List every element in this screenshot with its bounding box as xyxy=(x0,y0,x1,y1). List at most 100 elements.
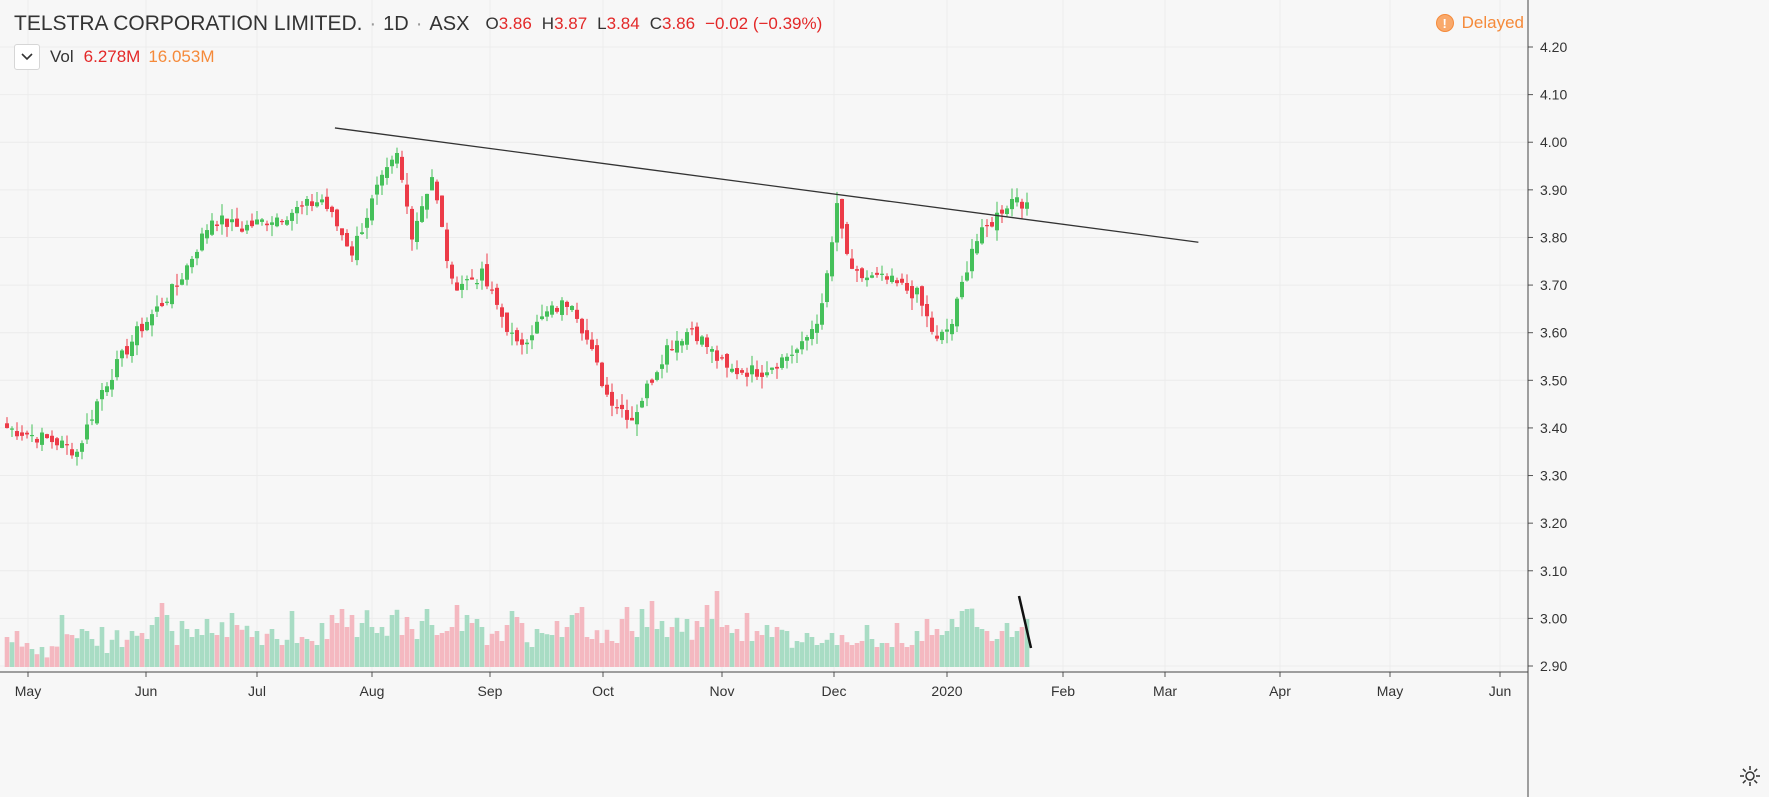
volume-bar xyxy=(59,615,65,667)
candle-body xyxy=(675,340,679,353)
volume-bar xyxy=(994,639,1000,667)
candle-body xyxy=(365,217,369,228)
volume-bar xyxy=(724,625,730,667)
candle-body xyxy=(885,276,889,280)
candle-body xyxy=(520,339,524,345)
volume-bar xyxy=(579,607,585,667)
candle-body xyxy=(170,284,174,305)
candle-body xyxy=(470,277,474,280)
volume-bar xyxy=(289,611,295,667)
candle-body xyxy=(425,193,429,210)
volume-bar xyxy=(644,627,650,667)
y-axis-label: 3.00 xyxy=(1540,610,1567,626)
volume-bar xyxy=(809,637,815,667)
collapse-legend-button[interactable] xyxy=(14,44,40,70)
pen-stroke-annotation xyxy=(1017,595,1033,649)
volume-bar xyxy=(604,629,610,667)
volume-bar xyxy=(714,591,720,667)
volume-bar xyxy=(84,631,90,667)
volume-bar xyxy=(169,631,175,667)
candle-body xyxy=(195,251,199,259)
candle-body xyxy=(280,220,284,223)
y-axis-label: 3.40 xyxy=(1540,420,1567,436)
volume-bar xyxy=(864,625,870,667)
volume-bar xyxy=(524,642,530,667)
candle-body xyxy=(725,354,729,368)
symbol-name[interactable]: TELSTRA CORPORATION LIMITED. xyxy=(14,12,363,35)
candle-body xyxy=(980,227,984,244)
volume-bar xyxy=(684,619,690,667)
candle-body xyxy=(30,434,34,437)
x-axis-label: Apr xyxy=(1269,683,1291,699)
trendline-drawing[interactable] xyxy=(334,127,1199,649)
candle-body xyxy=(715,350,719,361)
candle-body xyxy=(455,282,459,291)
candle-body xyxy=(535,321,539,334)
candle-body xyxy=(835,203,839,243)
separator-dot: · xyxy=(369,12,377,35)
volume-bar xyxy=(554,621,560,667)
close-label: C xyxy=(649,14,662,33)
candle-body xyxy=(640,400,644,408)
interval-label[interactable]: 1D xyxy=(383,12,409,35)
candle-body xyxy=(605,384,609,395)
volume-bar xyxy=(869,639,875,667)
volume-bar xyxy=(159,603,165,667)
candle-body xyxy=(155,306,159,312)
volume-bar xyxy=(29,649,35,667)
candlesticks xyxy=(5,147,1029,466)
candle-body xyxy=(755,369,759,377)
volume-bar xyxy=(174,645,180,667)
delayed-status[interactable]: ! Delayed xyxy=(1435,13,1524,33)
volume-bar xyxy=(114,630,120,667)
volume-bar xyxy=(959,611,965,667)
candle-body xyxy=(620,404,624,410)
volume-bar xyxy=(749,641,755,667)
volume-bar xyxy=(669,627,675,667)
volume-bar xyxy=(664,637,670,667)
candle-body xyxy=(130,341,134,357)
volume-bar xyxy=(399,635,405,667)
x-axis-label: Sep xyxy=(478,683,503,699)
volume-bar xyxy=(394,609,400,667)
volume-bar xyxy=(894,623,900,667)
candle-body xyxy=(760,372,764,377)
candle-body xyxy=(405,184,409,207)
candle-body xyxy=(575,309,579,319)
volume-bar xyxy=(949,619,955,667)
candle-body xyxy=(950,323,954,335)
candle-body xyxy=(490,289,494,291)
candle-body xyxy=(595,345,599,363)
candle-body xyxy=(65,444,69,446)
volume-bar xyxy=(334,623,340,667)
volume-bar xyxy=(534,629,540,667)
candle-body xyxy=(510,332,514,334)
volume-bar xyxy=(774,627,780,667)
gear-icon[interactable] xyxy=(1738,764,1762,788)
candle-body xyxy=(35,438,39,443)
candle-body xyxy=(420,206,424,222)
high-label: H xyxy=(541,14,555,33)
volume-bar xyxy=(589,639,595,667)
candle-body xyxy=(750,365,754,375)
candle-body xyxy=(840,198,844,229)
candle-body xyxy=(1010,198,1014,210)
volume-bar xyxy=(734,629,740,667)
volume-bar xyxy=(89,639,95,667)
candle-body xyxy=(375,184,379,195)
volume-bar xyxy=(449,627,455,667)
candle-body xyxy=(845,224,849,254)
candle-body xyxy=(105,386,109,393)
candle-body xyxy=(865,277,869,281)
volume-bar xyxy=(119,647,125,667)
volume-bar xyxy=(934,629,940,667)
volume-bar xyxy=(859,641,865,667)
y-axis-label: 3.70 xyxy=(1540,277,1567,293)
candle-body xyxy=(895,280,899,284)
volume-bar xyxy=(564,627,570,667)
volume-bar xyxy=(339,609,345,667)
volume-bar xyxy=(44,657,50,667)
volume-bar xyxy=(829,633,835,667)
candle-body xyxy=(890,275,894,282)
